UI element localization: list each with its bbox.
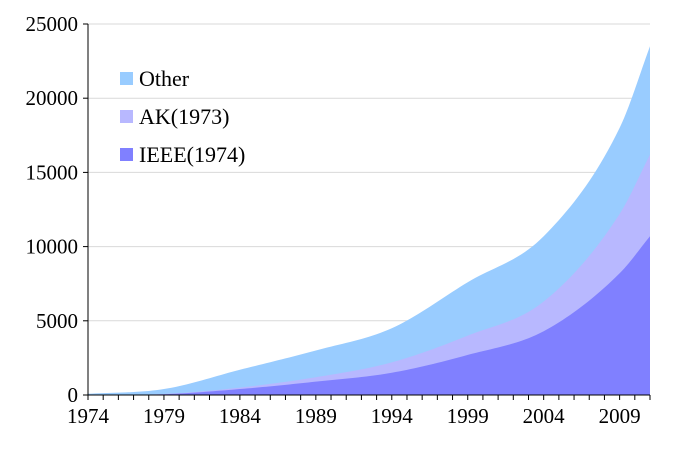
area-series-ieee-1974 xyxy=(88,236,650,395)
x-tick-label: 2009 xyxy=(599,404,641,428)
area-series-ak-1973 xyxy=(88,154,650,395)
area-series-layer xyxy=(88,46,650,395)
legend-swatch xyxy=(120,72,133,85)
x-tick-label: 1999 xyxy=(447,404,489,428)
y-tick-label: 5000 xyxy=(36,309,78,333)
legend-item-ak-1973: AK(1973) xyxy=(120,104,229,129)
axes: 0 5000 10000 15000 20000 25000 1974 1979 1984 198… xyxy=(26,12,651,428)
legend-swatch xyxy=(120,148,133,161)
y-tick-label: 15000 xyxy=(26,160,79,184)
x-tick-label: 1984 xyxy=(219,404,262,428)
y-tick-label: 25000 xyxy=(26,12,79,36)
y-tick-label: 0 xyxy=(68,383,79,407)
legend: Other AK(1973) IEEE(1974) xyxy=(120,66,245,167)
x-tick-label: 2004 xyxy=(523,404,566,428)
legend-label: IEEE(1974) xyxy=(139,142,245,167)
y-tick-label: 20000 xyxy=(26,86,79,110)
x-tick-label: 1989 xyxy=(295,404,337,428)
x-tick-label: 1994 xyxy=(371,404,414,428)
area-series-other xyxy=(88,46,650,395)
legend-swatch xyxy=(120,110,133,123)
x-tick-label: 1979 xyxy=(143,404,185,428)
legend-item-other: Other xyxy=(120,66,190,91)
legend-item-ieee-1974: IEEE(1974) xyxy=(120,142,245,167)
y-tick-label: 10000 xyxy=(26,235,79,259)
legend-label: AK(1973) xyxy=(139,104,229,129)
legend-label: Other xyxy=(139,66,190,91)
x-tick-label: 1974 xyxy=(67,404,110,428)
